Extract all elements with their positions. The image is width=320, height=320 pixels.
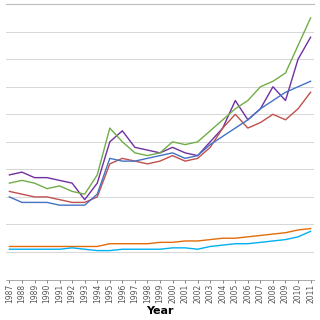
X-axis label: Year: Year xyxy=(146,306,174,316)
